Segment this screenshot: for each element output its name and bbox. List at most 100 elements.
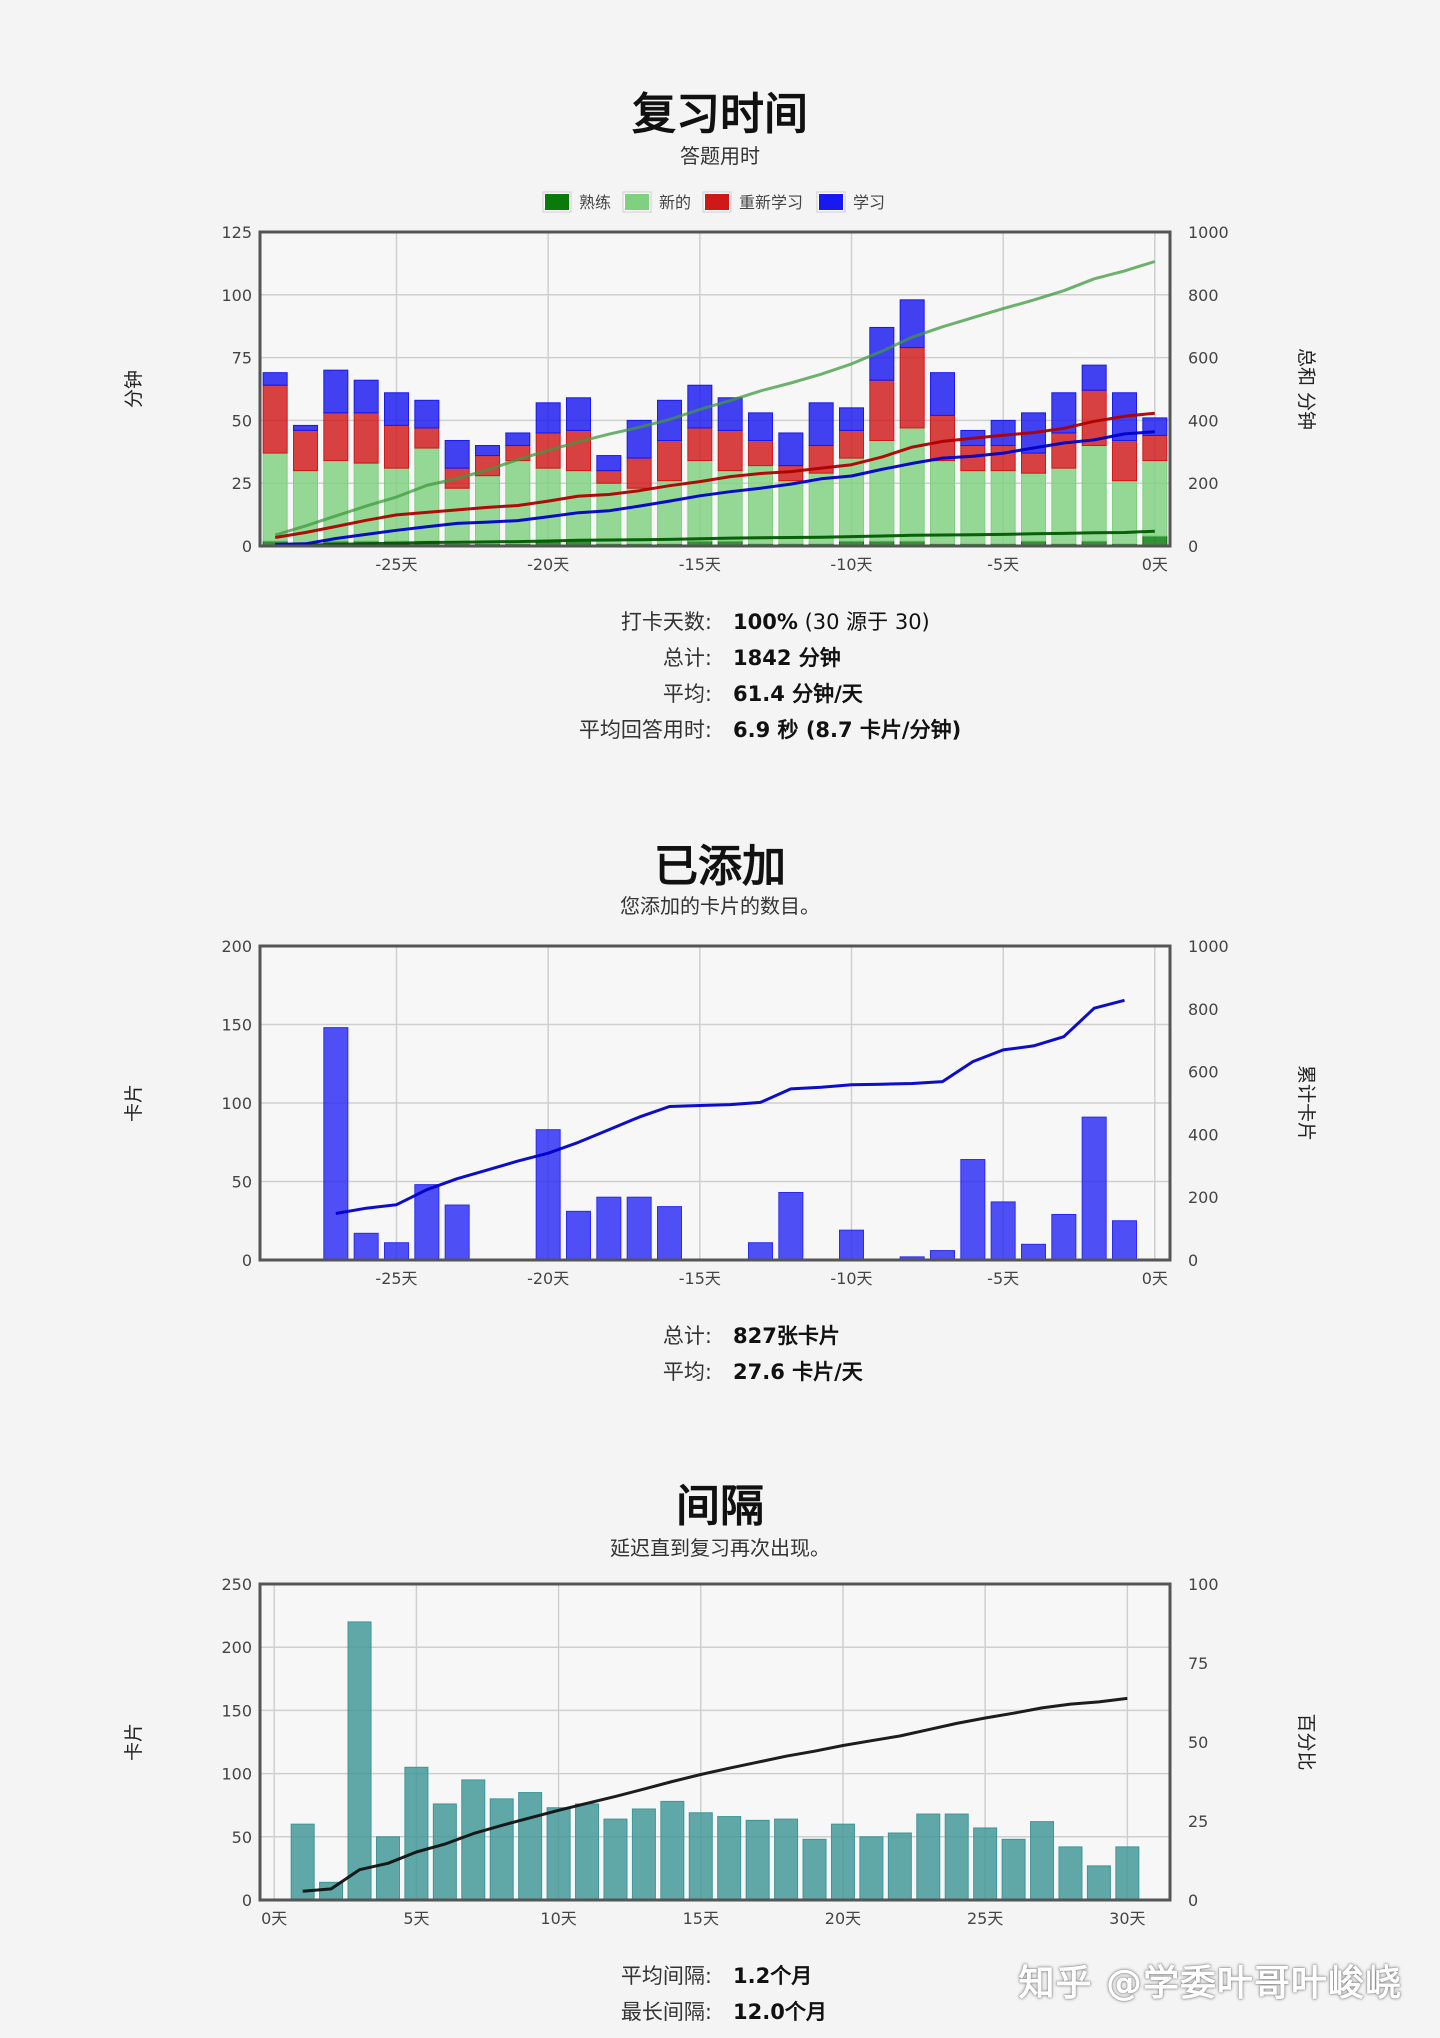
bar [687,460,713,542]
bar [973,1827,998,1901]
bar [375,1836,400,1901]
bar [566,397,591,431]
bar [432,1803,457,1901]
y2-tick-label: 600 [1188,349,1219,368]
stat-row: 总计: 1842 分钟 [0,642,1440,678]
bar [414,399,440,429]
stat-value: 6.9 秒 (8.7 卡片/分钟) [733,718,962,742]
y2-tick-label: 1000 [1188,937,1229,956]
x-tick-label: 0天 [261,1909,287,1928]
stat-label: 打卡天数: [620,610,712,634]
x-tick-label: 15天 [683,1909,719,1928]
y2-axis-label: 总和 分钟 [1295,348,1317,430]
bar [657,480,682,544]
bar [414,1184,440,1261]
y-tick-label: 200 [221,937,252,956]
y-tick-label: 150 [221,1701,252,1720]
bar [859,1836,884,1901]
bar [1081,389,1107,447]
added-title: 已添加 [654,841,786,892]
stat-row: 打卡天数: 100% (30 源于 30) [0,606,1440,642]
bar [596,455,622,472]
stat-value: 27.6 卡片/天 [733,1360,863,1384]
y2-axis-label: 累计卡片 [1295,1065,1317,1141]
bar [566,429,591,472]
y-tick-label: 200 [221,1638,252,1657]
legend-label: 学习 [853,193,885,212]
bar [475,445,500,457]
stat-row: 平均间隔: 1.2个月 [0,1960,1440,1996]
legend-swatch [545,194,569,210]
intervals-subtitle: 延迟直到复习再次出现。 [610,1536,830,1560]
stat-row: 平均: 27.6 卡片/天 [0,1356,1440,1392]
stat-row: 平均回答用时: 6.9 秒 (8.7 卡片/分钟) [0,714,1440,750]
stat-row: 最长间隔: 12.0个月 [0,1996,1440,2032]
cumulative-line [302,1696,1128,1893]
y-tick-label: 150 [221,1016,252,1035]
stat-row: 平均: 61.4 分钟/天 [0,678,1440,714]
bar [1142,434,1168,462]
y2-tick-label: 400 [1188,1125,1219,1144]
bar [1051,1213,1077,1261]
bar [575,1803,600,1901]
cumulative-line [335,998,1125,1215]
bar [596,1196,622,1261]
bar [839,407,864,431]
stat-value: 827张卡片 [733,1324,840,1348]
y2-tick-label: 600 [1188,1063,1219,1082]
y2-axis-label: 百分比 [1295,1713,1317,1770]
bar [839,429,864,459]
x-tick-label: 5天 [403,1909,429,1928]
x-tick-label: 25天 [967,1909,1003,1928]
bar [808,402,834,447]
added-cards-chart: 0 50 100 150 200 0 200 400 600 800 1000 -25天 -20天 -15… [123,937,1317,1288]
bar [887,1832,912,1901]
stat-label: 最长间隔: [620,2000,712,2024]
y2-tick-label: 0 [1188,1251,1198,1270]
review-time-chart: 0 25 50 75 100 125 0 200 400 600 800 1000 -25天 -20天 -1… [123,191,1317,574]
bar [688,1812,713,1901]
bar [323,369,349,414]
x-tick-label: -10天 [830,1269,872,1288]
bar [930,414,955,462]
stat-value: 1842 分钟 [733,646,841,670]
bar [1058,1846,1083,1901]
bar [546,1807,571,1901]
bar [444,1204,470,1261]
bar [505,460,531,544]
bar [1081,364,1107,391]
stat-label: 平均: [662,1360,712,1384]
bar [1115,1846,1140,1901]
y-axis-label: 卡片 [123,1084,145,1122]
bar [830,1823,855,1901]
y2-tick-label: 1000 [1188,223,1229,242]
intervals-title: 间隔 [676,1481,764,1532]
bar [262,452,288,542]
cumulative-line [274,260,1156,537]
stat-label: 平均: [662,682,712,706]
y-axis-label: 卡片 [123,1723,145,1761]
x-tick-label: 0天 [1142,555,1168,574]
y2-tick-label: 800 [1188,286,1219,305]
y2-tick-label: 800 [1188,1000,1219,1019]
y-tick-label: 50 [232,1173,252,1192]
stat-value: 100% (30 源于 30) [733,610,930,634]
stat-row: 总计: 827张卡片 [0,1320,1440,1356]
cumulative-line [275,430,1155,546]
x-tick-label: -10天 [830,555,872,574]
legend-swatch [705,194,729,210]
y2-tick-label: 100 [1188,1575,1219,1594]
y2-tick-label: 200 [1188,1188,1219,1207]
bar [748,465,773,544]
bar [717,470,743,542]
bar [518,1792,543,1901]
bar [916,1813,941,1901]
review-subtitle: 答题用时 [680,144,760,168]
bar [489,1798,514,1901]
bar [990,1201,1016,1261]
x-tick-label: 20天 [825,1909,861,1928]
bar [1081,1116,1107,1261]
review-title: 复习时间 [632,89,808,140]
bar [290,1823,315,1901]
bar [802,1838,827,1901]
